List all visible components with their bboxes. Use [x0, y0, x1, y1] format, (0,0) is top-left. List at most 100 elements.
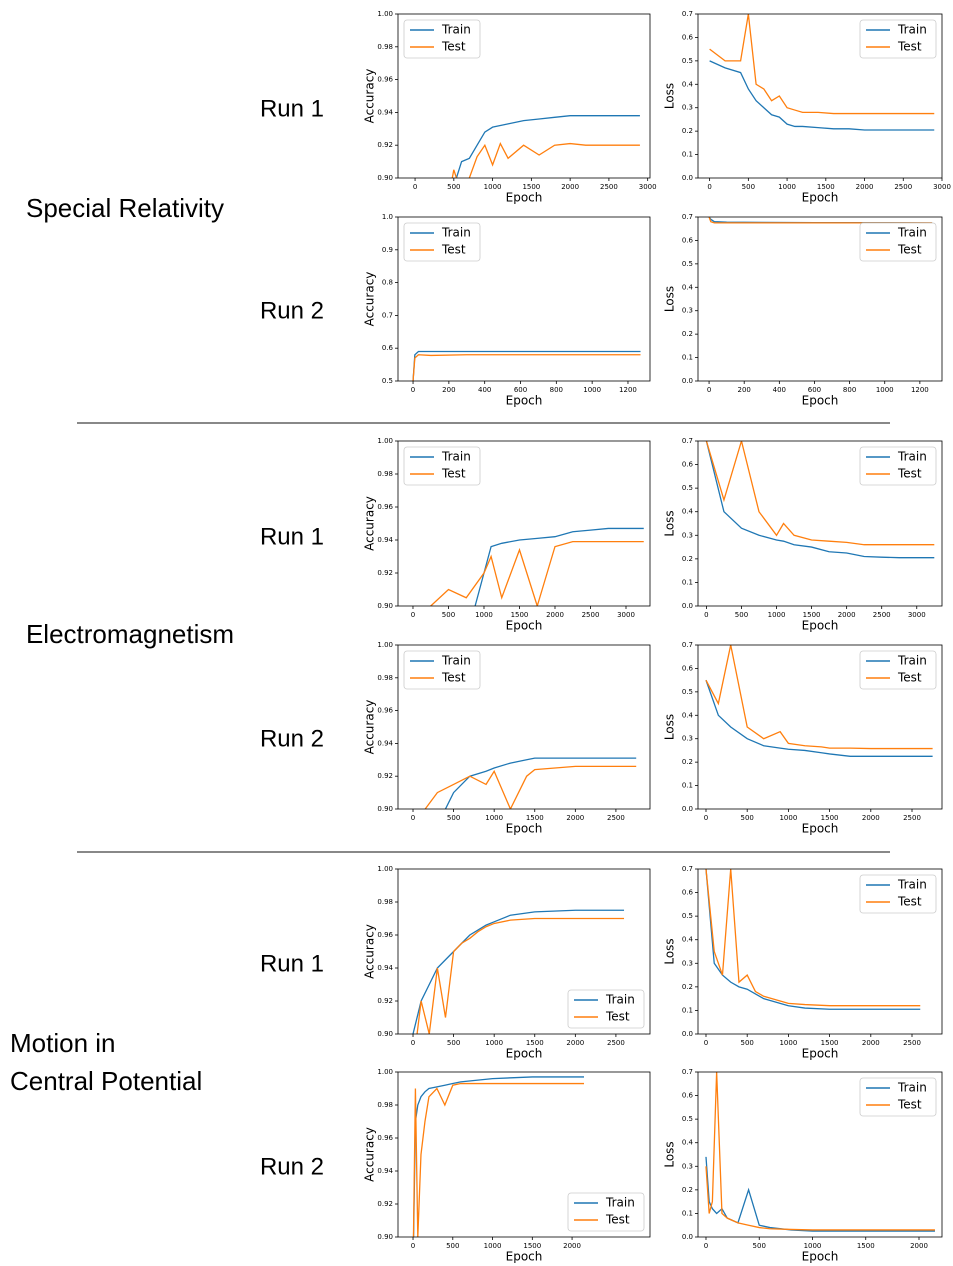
run-label: Run 1	[260, 95, 324, 122]
legend-label: Test	[441, 243, 466, 257]
x-tick-label: 1500	[522, 183, 540, 191]
y-tick-label: 0.7	[382, 311, 393, 319]
y-tick-label: 0.3	[682, 959, 693, 967]
chart: 0.0 0.1 0.2 0.3 0.4 0.5 0.6 0.7 0 500 1000 1500 2000…	[663, 437, 943, 633]
y-tick-label: 0.5	[682, 57, 693, 65]
y-tick-label: 0.96	[377, 707, 393, 715]
x-tick-label: 2500	[903, 814, 921, 822]
y-tick-label: 0.1	[682, 151, 693, 159]
series-line	[705, 679, 933, 757]
y-tick-label: 0.92	[377, 569, 393, 577]
legend-label: Train	[441, 654, 471, 668]
x-axis-label: Epoch	[802, 822, 839, 836]
x-axis-label: Epoch	[802, 1250, 839, 1264]
plot-frame	[697, 644, 943, 810]
y-tick-label: 0.1	[682, 354, 693, 362]
y-axis-label: Accuracy	[363, 272, 377, 327]
x-tick-label: 1000	[484, 183, 502, 191]
x-tick-label: 1000	[779, 814, 797, 822]
x-tick-label: 1500	[526, 814, 544, 822]
y-tick-label: 0.1	[682, 782, 693, 790]
y-tick-label: 0.0	[682, 1233, 693, 1241]
plot-frame	[697, 13, 943, 179]
y-axis-label: Accuracy	[363, 69, 377, 124]
x-tick-label: 1000	[485, 1039, 503, 1047]
legend-label: Test	[897, 40, 922, 54]
x-tick-label: 3000	[639, 183, 657, 191]
y-tick-label: 0.6	[682, 236, 694, 244]
x-tick-label: 500	[447, 1039, 460, 1047]
y-tick-label: 1.00	[377, 1068, 393, 1076]
legend-label: Test	[441, 467, 466, 481]
y-tick-label: 0.90	[377, 602, 393, 610]
y-tick-label: 0.4	[682, 508, 694, 516]
y-tick-label: 0.96	[377, 931, 393, 939]
y-tick-label: 0.0	[682, 602, 693, 610]
x-tick-label: 1000	[768, 611, 786, 619]
x-tick-label: 500	[741, 1039, 754, 1047]
series-line	[709, 60, 935, 131]
y-tick-label: 0.5	[682, 260, 693, 268]
y-tick-label: 0.98	[377, 898, 393, 906]
x-tick-label: 2500	[873, 611, 891, 619]
y-tick-label: 0.92	[377, 997, 393, 1005]
x-tick-label: 0	[704, 611, 708, 619]
x-tick-label: 400	[478, 386, 491, 394]
series-line	[705, 869, 921, 1010]
y-tick-label: 0.6	[682, 664, 694, 672]
y-tick-label: 0.90	[377, 174, 393, 182]
series-line	[705, 1156, 935, 1232]
series-line	[705, 441, 935, 559]
x-tick-label: 2000	[563, 1242, 581, 1250]
x-tick-label: 200	[738, 386, 751, 394]
legend-label: Test	[897, 895, 922, 909]
y-tick-label: 1.00	[377, 865, 393, 873]
y-tick-label: 0.9	[382, 246, 393, 254]
x-tick-label: 3000	[617, 611, 635, 619]
y-tick-label: 0.6	[682, 461, 694, 469]
y-tick-label: 0.3	[682, 307, 693, 315]
y-tick-label: 0.3	[682, 1162, 693, 1170]
legend-label: Train	[605, 1196, 635, 1210]
x-tick-label: 2000	[910, 1242, 928, 1250]
legend-label: Test	[605, 1213, 630, 1227]
x-tick-label: 1000	[779, 1039, 797, 1047]
chart: 0.90 0.92 0.94 0.96 0.98 1.00 0 500 1000 1500 2000…	[363, 437, 651, 633]
x-tick-label: 1000	[484, 1242, 502, 1250]
series-line	[708, 217, 933, 224]
y-tick-label: 0.4	[682, 283, 694, 291]
x-axis-label: Epoch	[506, 394, 543, 408]
y-tick-label: 0.2	[682, 330, 693, 338]
y-tick-label: 0.3	[682, 735, 693, 743]
x-tick-label: 400	[773, 386, 786, 394]
x-tick-label: 1000	[876, 386, 894, 394]
y-tick-label: 0.96	[377, 503, 393, 511]
x-axis-label: Epoch	[506, 822, 543, 836]
x-tick-label: 1500	[523, 1242, 541, 1250]
y-tick-label: 0.2	[682, 758, 693, 766]
x-axis-label: Epoch	[802, 191, 839, 205]
x-axis-label: Epoch	[506, 1047, 543, 1061]
legend-label: Train	[897, 226, 927, 240]
x-tick-label: 1500	[821, 1039, 839, 1047]
x-axis-label: Epoch	[802, 1047, 839, 1061]
y-tick-label: 0.7	[682, 865, 693, 873]
x-tick-label: 2000	[561, 183, 579, 191]
series-line	[474, 527, 644, 606]
legend-label: Train	[897, 23, 927, 37]
series-line	[705, 1072, 935, 1231]
x-tick-label: 2000	[566, 1039, 584, 1047]
y-tick-label: 0.94	[377, 964, 393, 972]
y-tick-label: 1.00	[377, 10, 393, 18]
plot-frame	[697, 440, 943, 607]
y-tick-label: 0.0	[682, 174, 693, 182]
legend-label: Train	[897, 878, 927, 892]
plot-frame	[397, 1071, 651, 1238]
y-tick-label: 0.2	[682, 1186, 693, 1194]
series-line	[455, 115, 640, 178]
run-label: Run 1	[260, 950, 324, 977]
y-axis-label: Loss	[663, 510, 677, 536]
legend-label: Train	[441, 450, 471, 464]
y-tick-label: 0.5	[682, 484, 693, 492]
y-tick-label: 0.2	[682, 555, 693, 563]
